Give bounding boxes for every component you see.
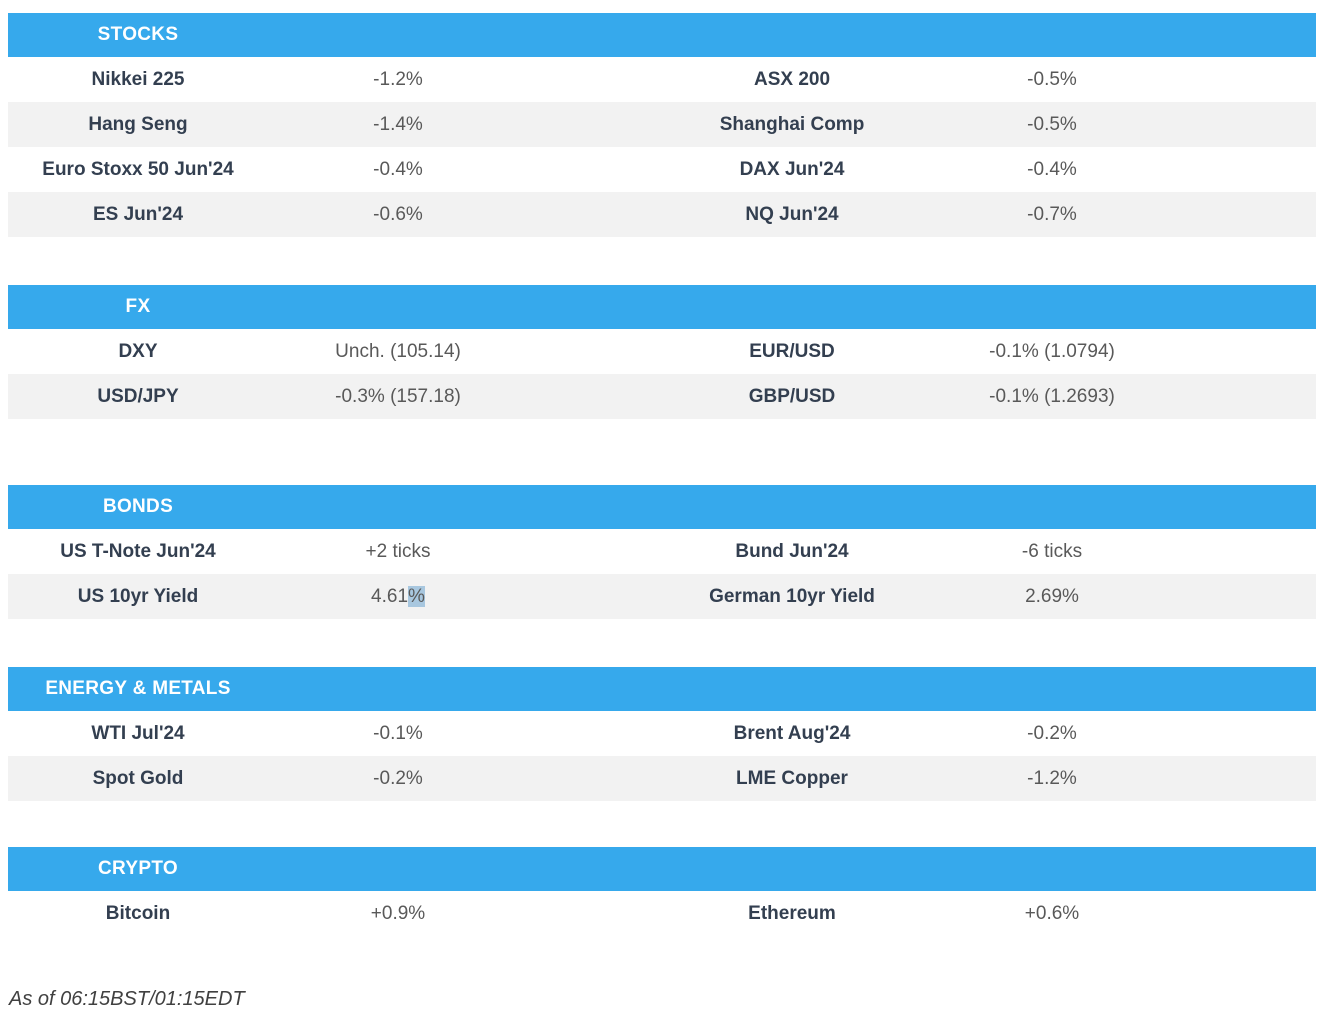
section-fx: FX DXY Unch. (105.14) EUR/USD -0.1% (1.0… (8, 285, 1316, 419)
instrument-name: Hang Seng (88, 113, 188, 135)
instrument-name: Euro Stoxx 50 Jun'24 (42, 158, 234, 180)
instrument-value: -1.2% (373, 68, 423, 90)
instrument-name: WTI Jul'24 (91, 722, 185, 744)
instrument-name: Brent Aug'24 (733, 722, 851, 744)
instrument-name: Bitcoin (105, 902, 171, 924)
table-row: WTI Jul'24 -0.1% Brent Aug'24 -0.2% (8, 711, 1316, 756)
table-row: ES Jun'24 -0.6% NQ Jun'24 -0.7% (8, 192, 1316, 237)
table-row: US 10yr Yield 4.61% German 10yr Yield 2.… (8, 574, 1316, 619)
section-energy-metals: ENERGY & METALS WTI Jul'24 -0.1% Brent A… (8, 667, 1316, 801)
instrument-name: DAX Jun'24 (739, 158, 845, 180)
instrument-name: NQ Jun'24 (745, 203, 839, 225)
instrument-value: -6 ticks (1021, 540, 1083, 562)
section-rows: WTI Jul'24 -0.1% Brent Aug'24 -0.2% Spot… (8, 711, 1316, 801)
section-title: BONDS (102, 496, 174, 517)
instrument-name: GBP/USD (748, 385, 836, 407)
section-crypto: CRYPTO Bitcoin +0.9% Ethereum +0.6% (8, 847, 1316, 936)
table-row: Euro Stoxx 50 Jun'24 -0.4% DAX Jun'24 -0… (8, 147, 1316, 192)
timestamp-note: As of 06:15BST/01:15EDT (9, 988, 245, 1010)
instrument-name: LME Copper (736, 767, 848, 789)
instrument-name: ES Jun'24 (92, 203, 184, 225)
instrument-value: 4.61% (268, 585, 528, 608)
instrument-value: -1.4% (373, 113, 423, 135)
instrument-name: EUR/USD (749, 340, 835, 362)
instrument-value: -0.1% (1.0794) (989, 340, 1115, 362)
instrument-name: DXY (118, 340, 158, 362)
table-row: Spot Gold -0.2% LME Copper -1.2% (8, 756, 1316, 801)
section-bonds: BONDS US T-Note Jun'24 +2 ticks Bund Jun… (8, 485, 1316, 619)
section-rows: Bitcoin +0.9% Ethereum +0.6% (8, 891, 1316, 936)
instrument-value: -0.6% (373, 203, 423, 225)
instrument-value: 2.69% (1025, 585, 1079, 607)
table-row: USD/JPY -0.3% (157.18) GBP/USD -0.1% (1.… (8, 374, 1316, 419)
table-row: Nikkei 225 -1.2% ASX 200 -0.5% (8, 57, 1316, 102)
instrument-value: -1.2% (1027, 767, 1077, 789)
instrument-value: +0.9% (370, 902, 426, 924)
instrument-value: -0.2% (1027, 722, 1077, 744)
instrument-value: -0.5% (1027, 113, 1077, 135)
instrument-value: +0.6% (1024, 902, 1080, 924)
instrument-value: -0.2% (373, 767, 423, 789)
section-rows: US T-Note Jun'24 +2 ticks Bund Jun'24 -6… (8, 529, 1316, 619)
section-title: ENERGY & METALS (45, 678, 231, 699)
table-row: Bitcoin +0.9% Ethereum +0.6% (8, 891, 1316, 936)
section-title: STOCKS (97, 24, 179, 45)
instrument-value: -0.1% (373, 722, 423, 744)
table-row: Hang Seng -1.4% Shanghai Comp -0.5% (8, 102, 1316, 147)
instrument-name: US 10yr Yield (77, 585, 199, 607)
section-stocks: STOCKS Nikkei 225 -1.2% ASX 200 -0.5% Ha… (8, 13, 1316, 237)
section-header-energy-metals: ENERGY & METALS (8, 667, 1316, 711)
yield-number: 4.61 (371, 585, 409, 607)
instrument-value: Unch. (105.14) (335, 340, 461, 362)
selection-highlight: % (408, 585, 425, 607)
section-rows: DXY Unch. (105.14) EUR/USD -0.1% (1.0794… (8, 329, 1316, 419)
instrument-name: ASX 200 (753, 68, 831, 90)
section-header-fx: FX (8, 285, 1316, 329)
instrument-name: Ethereum (748, 902, 836, 924)
section-rows: Nikkei 225 -1.2% ASX 200 -0.5% Hang Seng… (8, 57, 1316, 237)
instrument-name: Bund Jun'24 (735, 540, 849, 562)
instrument-value: +2 ticks (365, 540, 431, 562)
section-header-bonds: BONDS (8, 485, 1316, 529)
instrument-name: Spot Gold (92, 767, 184, 789)
instrument-name: US T-Note Jun'24 (60, 540, 216, 562)
instrument-value: -0.4% (373, 158, 423, 180)
section-title: CRYPTO (98, 858, 178, 879)
instrument-name: Shanghai Comp (719, 113, 865, 135)
section-header-crypto: CRYPTO (8, 847, 1316, 891)
instrument-value: -0.1% (1.2693) (989, 385, 1115, 407)
section-header-stocks: STOCKS (8, 13, 1316, 57)
instrument-value: -0.5% (1027, 68, 1077, 90)
instrument-value: -0.7% (1027, 203, 1077, 225)
instrument-value: -0.4% (1027, 158, 1077, 180)
instrument-name: German 10yr Yield (709, 585, 875, 607)
instrument-name: Nikkei 225 (91, 68, 185, 90)
instrument-name: USD/JPY (97, 385, 179, 407)
table-row: US T-Note Jun'24 +2 ticks Bund Jun'24 -6… (8, 529, 1316, 574)
instrument-value: -0.3% (157.18) (335, 385, 461, 407)
section-title: FX (125, 296, 151, 317)
table-row: DXY Unch. (105.14) EUR/USD -0.1% (1.0794… (8, 329, 1316, 374)
